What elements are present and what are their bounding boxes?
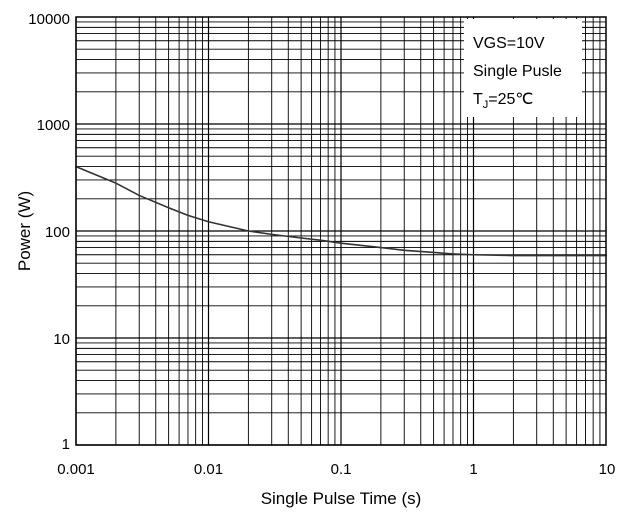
x-tick-label: 1 (469, 461, 477, 478)
x-tick-label: 0.001 (57, 461, 95, 478)
series-line-0 (75, 165, 607, 257)
x-tick-label: 0.1 (331, 461, 352, 478)
x-tick-labels: 0.001 0.01 0.1 1 10 (57, 461, 615, 478)
annotation-box-background (464, 19, 582, 117)
y-tick-labels: 1 10 100 1000 10000 (28, 11, 70, 453)
annotation-line-temperature: TJ=25℃ (473, 91, 533, 111)
x-tick-label: 10 (599, 461, 616, 478)
y-tick-label: 1 (62, 436, 70, 453)
y-tick-label: 10000 (28, 11, 70, 28)
y-axis-title: Power (W) (15, 191, 34, 271)
y-tick-label: 100 (45, 224, 70, 241)
plot-frame (75, 16, 607, 446)
annotation-temp-prefix: T (473, 91, 483, 108)
annotation-line-vgs: VGS=10V (473, 35, 545, 52)
annotation-temp-suffix: =25℃ (488, 91, 533, 108)
annotation-box: VGS=10V Single Pusle TJ=25℃ (464, 19, 582, 117)
y-tick-label: 1000 (37, 117, 70, 134)
x-tick-label: 0.01 (194, 461, 223, 478)
series-layer (75, 165, 607, 257)
x-axis-title: Single Pulse Time (s) (261, 489, 422, 508)
y-tick-label: 10 (53, 331, 70, 348)
annotation-temp-subscript: J (483, 99, 489, 111)
annotation-line-pulse: Single Pusle (473, 63, 562, 80)
